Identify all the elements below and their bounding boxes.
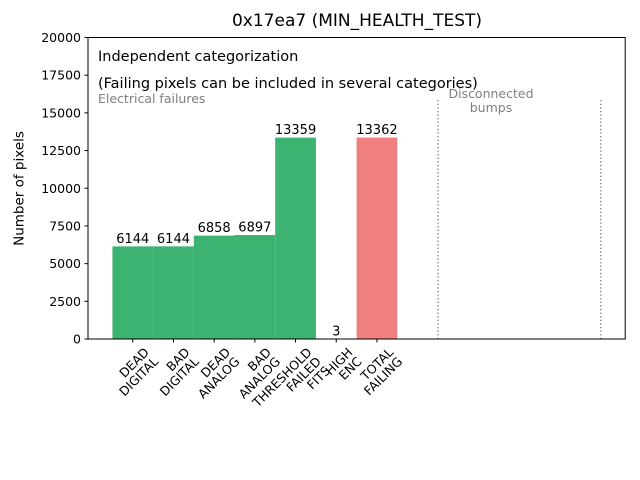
x-tick-label: HIGHENC	[322, 344, 365, 387]
bar-value-label: 13359	[275, 123, 316, 138]
y-tick-label: 15000	[41, 105, 81, 120]
y-tick-label: 7500	[49, 218, 81, 233]
bar-value-label: 6144	[157, 232, 190, 247]
x-tick-label: TOTALFAILING	[352, 345, 406, 399]
bar-3	[234, 235, 276, 339]
y-tick-label: 10000	[41, 181, 81, 196]
bar-6	[356, 137, 398, 339]
bar-value-label: 13362	[356, 123, 397, 138]
annotation-categories-note: (Failing pixels can be included in sever…	[98, 76, 478, 92]
bar-value-label: 6897	[238, 221, 271, 236]
y-tick-label: 0	[73, 332, 81, 347]
x-tick-label-group: DEADDIGITAL	[107, 345, 161, 399]
x-tick-label: DEADDIGITAL	[107, 345, 161, 399]
annotation-independent-categorization: Independent categorization	[98, 49, 299, 65]
y-tick-label: 5000	[49, 256, 81, 271]
x-tick-label-group: DEADANALOG	[186, 345, 243, 402]
bar-value-label: 3	[332, 324, 340, 339]
y-tick-label: 17500	[41, 68, 81, 83]
bar-1	[153, 246, 194, 339]
x-tick-label-group: TOTALFAILING	[352, 345, 406, 399]
bar-0	[112, 246, 154, 339]
bar-value-label: 6144	[116, 232, 149, 247]
x-tick-label: DEADANALOG	[186, 345, 243, 402]
x-tick-label-group: HIGHENC	[322, 344, 365, 387]
bar-value-label: 6858	[198, 221, 231, 236]
annotation-disconnected-bumps: Disconnected bumps	[448, 86, 534, 116]
y-tick-label: 12500	[41, 143, 81, 158]
chart-title: 0x17ea7 (MIN_HEALTH_TEST)	[231, 11, 483, 31]
bar-2	[193, 235, 235, 339]
bar-4	[275, 137, 316, 339]
y-tick-label: 2500	[49, 294, 81, 309]
annotation-electrical-failures: Electrical failures	[98, 91, 206, 106]
y-tick-label: 20000	[41, 30, 81, 45]
